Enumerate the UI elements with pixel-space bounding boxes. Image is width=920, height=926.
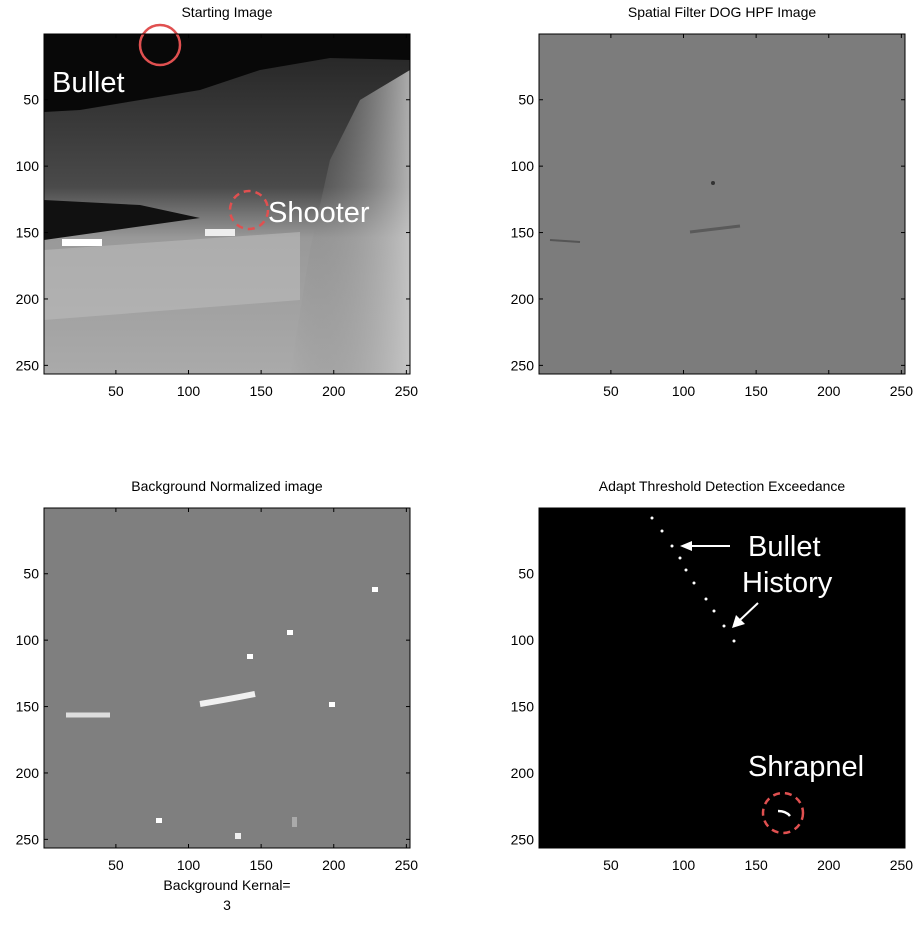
axes-title: Starting Image bbox=[181, 4, 272, 20]
x-tick-label: 50 bbox=[108, 383, 124, 399]
annotation: Bullet bbox=[748, 531, 821, 563]
x-axis-label: Background Kernal= bbox=[163, 877, 290, 893]
y-tick-label: 150 bbox=[16, 225, 40, 241]
y-tick-label: 100 bbox=[16, 158, 40, 174]
x-tick-label: 100 bbox=[672, 857, 696, 873]
figure: Bullet Shooter Bullet History Shrapnel S… bbox=[0, 0, 920, 921]
x-tick-label: 200 bbox=[322, 383, 346, 399]
y-tick-label: 50 bbox=[23, 92, 39, 108]
y-tick-label: 200 bbox=[511, 291, 535, 307]
annotation: History bbox=[742, 567, 833, 599]
x-tick-label: 200 bbox=[817, 383, 841, 399]
annotation: Bullet bbox=[52, 67, 125, 99]
y-tick-label: 200 bbox=[16, 765, 40, 781]
x-tick-label: 100 bbox=[177, 857, 201, 873]
y-tick-label: 150 bbox=[511, 699, 535, 715]
y-tick-label: 250 bbox=[511, 357, 535, 373]
x-tick-label: 250 bbox=[395, 383, 419, 399]
y-tick-label: 200 bbox=[511, 765, 535, 781]
y-tick-label: 150 bbox=[16, 699, 40, 715]
y-tick-label: 50 bbox=[518, 92, 534, 108]
y-tick-label: 100 bbox=[511, 632, 535, 648]
x-tick-label: 150 bbox=[249, 383, 273, 399]
x-tick-label: 250 bbox=[890, 383, 914, 399]
y-tick-label: 200 bbox=[16, 291, 40, 307]
x-tick-label: 50 bbox=[603, 857, 619, 873]
x-tick-label: 100 bbox=[672, 383, 696, 399]
starting-image: Bullet Shooter bbox=[44, 25, 410, 374]
x-tick-label: 100 bbox=[177, 383, 201, 399]
y-tick-label: 50 bbox=[23, 566, 39, 582]
normalized-image bbox=[44, 508, 410, 848]
y-tick-label: 250 bbox=[511, 831, 535, 847]
x-tick-label: 150 bbox=[744, 857, 768, 873]
y-tick-label: 50 bbox=[518, 566, 534, 582]
axes-title: Spatial Filter DOG HPF Image bbox=[628, 4, 816, 20]
y-tick-label: 100 bbox=[16, 632, 40, 648]
x-tick-label: 200 bbox=[817, 857, 841, 873]
axes-title: Adapt Threshold Detection Exceedance bbox=[599, 478, 846, 494]
x-tick-label: 50 bbox=[108, 857, 124, 873]
x-axis-label: 3 bbox=[223, 897, 231, 913]
y-tick-label: 150 bbox=[511, 225, 535, 241]
hpf-image bbox=[539, 34, 905, 374]
y-tick-label: 250 bbox=[16, 357, 40, 373]
x-tick-label: 50 bbox=[603, 383, 619, 399]
y-tick-label: 100 bbox=[511, 158, 535, 174]
annotation: Shooter bbox=[268, 197, 370, 229]
x-tick-label: 150 bbox=[744, 383, 768, 399]
y-tick-label: 250 bbox=[16, 831, 40, 847]
axes-title: Background Normalized image bbox=[131, 478, 323, 494]
x-tick-label: 150 bbox=[249, 857, 273, 873]
detection-image: Bullet History Shrapnel bbox=[539, 508, 905, 848]
x-tick-label: 200 bbox=[322, 857, 346, 873]
annotation: Shrapnel bbox=[748, 751, 864, 783]
x-tick-label: 250 bbox=[890, 857, 914, 873]
x-tick-label: 250 bbox=[395, 857, 419, 873]
